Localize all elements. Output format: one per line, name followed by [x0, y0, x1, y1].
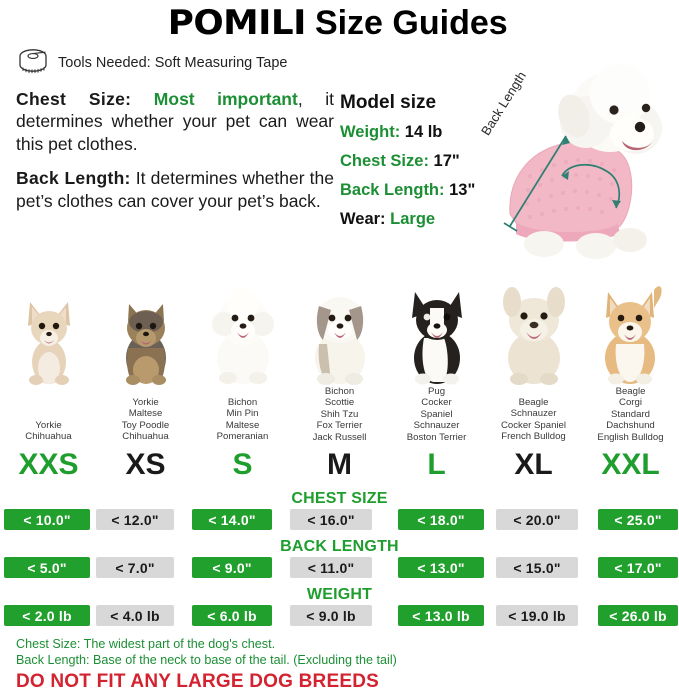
model-back-value: 13" [449, 181, 476, 199]
model-weight-key: Weight: [340, 123, 401, 141]
size-label-s: S [232, 448, 253, 481]
chest-badge-s: < 14.0" [192, 509, 272, 530]
model-size-panel: Model size Weight: 14 lb Chest Size: 17"… [340, 92, 520, 239]
size-label-xxs: XXS [18, 448, 79, 481]
model-chest-key: Chest Size: [340, 152, 429, 170]
weight-badge-xxs: < 2.0 lb [4, 605, 90, 626]
chest-badge-xxl: < 25.0" [598, 509, 678, 530]
footer-notes: Chest Size: The widest part of the dog's… [16, 636, 676, 693]
chest-size-section: CHEST SIZE < 10.0" < 12.0" < 14.0" < 16.… [0, 490, 679, 534]
size-label-xxl: XXL [601, 448, 660, 481]
dog-photo-strip [0, 268, 679, 386]
dog-photo-xxs [0, 268, 97, 386]
weight-badge-m: < 9.0 lb [290, 605, 372, 626]
chest-badge-xxs: < 10.0" [4, 509, 90, 530]
chest-size-highlight: Most important [153, 89, 298, 109]
page-title: Size Guides [314, 3, 508, 42]
weight-badge-l: < 13.0 lb [398, 605, 484, 626]
model-size-heading: Model size [340, 92, 437, 113]
breed-label-xxs: Yorkie Chihuahua [25, 420, 72, 443]
weight-badge-xs: < 4.0 lb [96, 605, 174, 626]
back-length-label: Back Length: [16, 168, 131, 189]
model-dog-photo: Chest Size [470, 44, 679, 270]
back-badge-xxs: < 5.0" [4, 557, 90, 578]
breed-label-xs: Yorkie Maltese Toy Poodle Chihuahua [121, 397, 170, 443]
model-wear-value: Large [390, 210, 436, 228]
model-row-weight: Weight: 14 lb [340, 123, 520, 142]
dog-photo-xs [97, 268, 194, 386]
back-badge-l: < 13.0" [398, 557, 484, 578]
page-header: POMILI Size Guides [0, 0, 679, 46]
breed-label-s: Bichon Min Pin Maltese Pomeranian [216, 397, 269, 443]
dog-photo-m [291, 268, 388, 386]
brand-logo: POMILI [168, 3, 307, 43]
breed-label-xl: Beagle Schnauzer Cocker Spaniel French Bull… [500, 397, 567, 443]
back-badge-s: < 9.0" [192, 557, 272, 578]
dog-photo-l [388, 268, 485, 386]
breed-label-l: Pug Cocker Spaniel Schnauzer Boston Terrier [406, 386, 467, 443]
dog-photo-xl [485, 268, 582, 386]
back-badge-xxl: < 17.0" [598, 557, 678, 578]
back-badge-xs: < 7.0" [96, 557, 174, 578]
size-label-xs: XS [125, 448, 166, 481]
footer-back-note: Back Length: Base of the neck to base of… [16, 653, 397, 667]
back-badge-xl: < 15.0" [496, 557, 578, 578]
dog-photo-xxl [582, 268, 679, 386]
size-label-l: L [427, 448, 446, 481]
model-back-key: Back Length: [340, 181, 445, 199]
tools-needed-row: Tools Needed: Soft Measuring Tape [16, 48, 287, 78]
weight-section: WEIGHT < 2.0 lb < 4.0 lb < 6.0 lb < 9.0 … [0, 586, 679, 630]
back-badge-m: < 11.0" [290, 557, 372, 578]
chest-size-paragraph: Chest Size: Most important, it determine… [16, 88, 334, 155]
weight-badge-xl: < 19.0 lb [496, 605, 578, 626]
model-row-back: Back Length: 13" [340, 181, 520, 200]
model-row-chest: Chest Size: 17" [340, 152, 520, 171]
measuring-tape-icon [16, 48, 50, 78]
chest-badge-l: < 18.0" [398, 509, 484, 530]
size-label-xl: XL [514, 448, 553, 481]
model-wear-key: Wear: [340, 210, 386, 228]
size-letters-row: XXS XS S M L XL XXL [0, 448, 679, 486]
chest-size-section-title: CHEST SIZE [291, 490, 388, 507]
tools-needed-text: Tools Needed: Soft Measuring Tape [58, 55, 288, 71]
breed-label-m: Bichon Scottie Shih Tzu Fox Terrier Jack Rus… [312, 386, 367, 443]
intro-text-block: Chest Size: Most important, it determine… [16, 88, 334, 224]
chest-badge-xs: < 12.0" [96, 509, 174, 530]
chest-badge-xl: < 20.0" [496, 509, 578, 530]
model-weight-value: 14 lb [404, 123, 443, 141]
back-length-section: BACK LENGTH < 5.0" < 7.0" < 9.0" < 11.0"… [0, 538, 679, 582]
breed-labels-row: Yorkie Chihuahua Yorkie Maltese Toy Poodle C… [0, 386, 679, 446]
weight-badge-s: < 6.0 lb [192, 605, 272, 626]
weight-badge-xxl: < 26.0 lb [598, 605, 678, 626]
weight-section-title: WEIGHT [306, 586, 373, 603]
footer-chest-note: Chest Size: The widest part of the dog's… [16, 637, 276, 651]
size-label-m: M [327, 448, 352, 481]
model-chest-value: 17" [433, 152, 460, 170]
chest-size-label: Chest Size: [16, 89, 132, 109]
footer-warning: DO NOT FIT ANY LARGE DOG BREEDS [16, 671, 379, 692]
chest-badge-m: < 16.0" [290, 509, 372, 530]
model-row-wear: Wear: Large [340, 210, 520, 229]
back-length-paragraph: Back Length: It determines whether the p… [16, 167, 334, 212]
breed-label-xxl: Beagle Corgi Standard Dachshund English Bull… [597, 386, 664, 443]
back-length-rest: It determines whether the pet’s clothes … [16, 168, 335, 211]
dog-photo-s [194, 268, 291, 386]
back-length-section-title: BACK LENGTH [280, 538, 399, 555]
chest-size-rest: , it determines whether your pet can wea… [16, 89, 334, 154]
